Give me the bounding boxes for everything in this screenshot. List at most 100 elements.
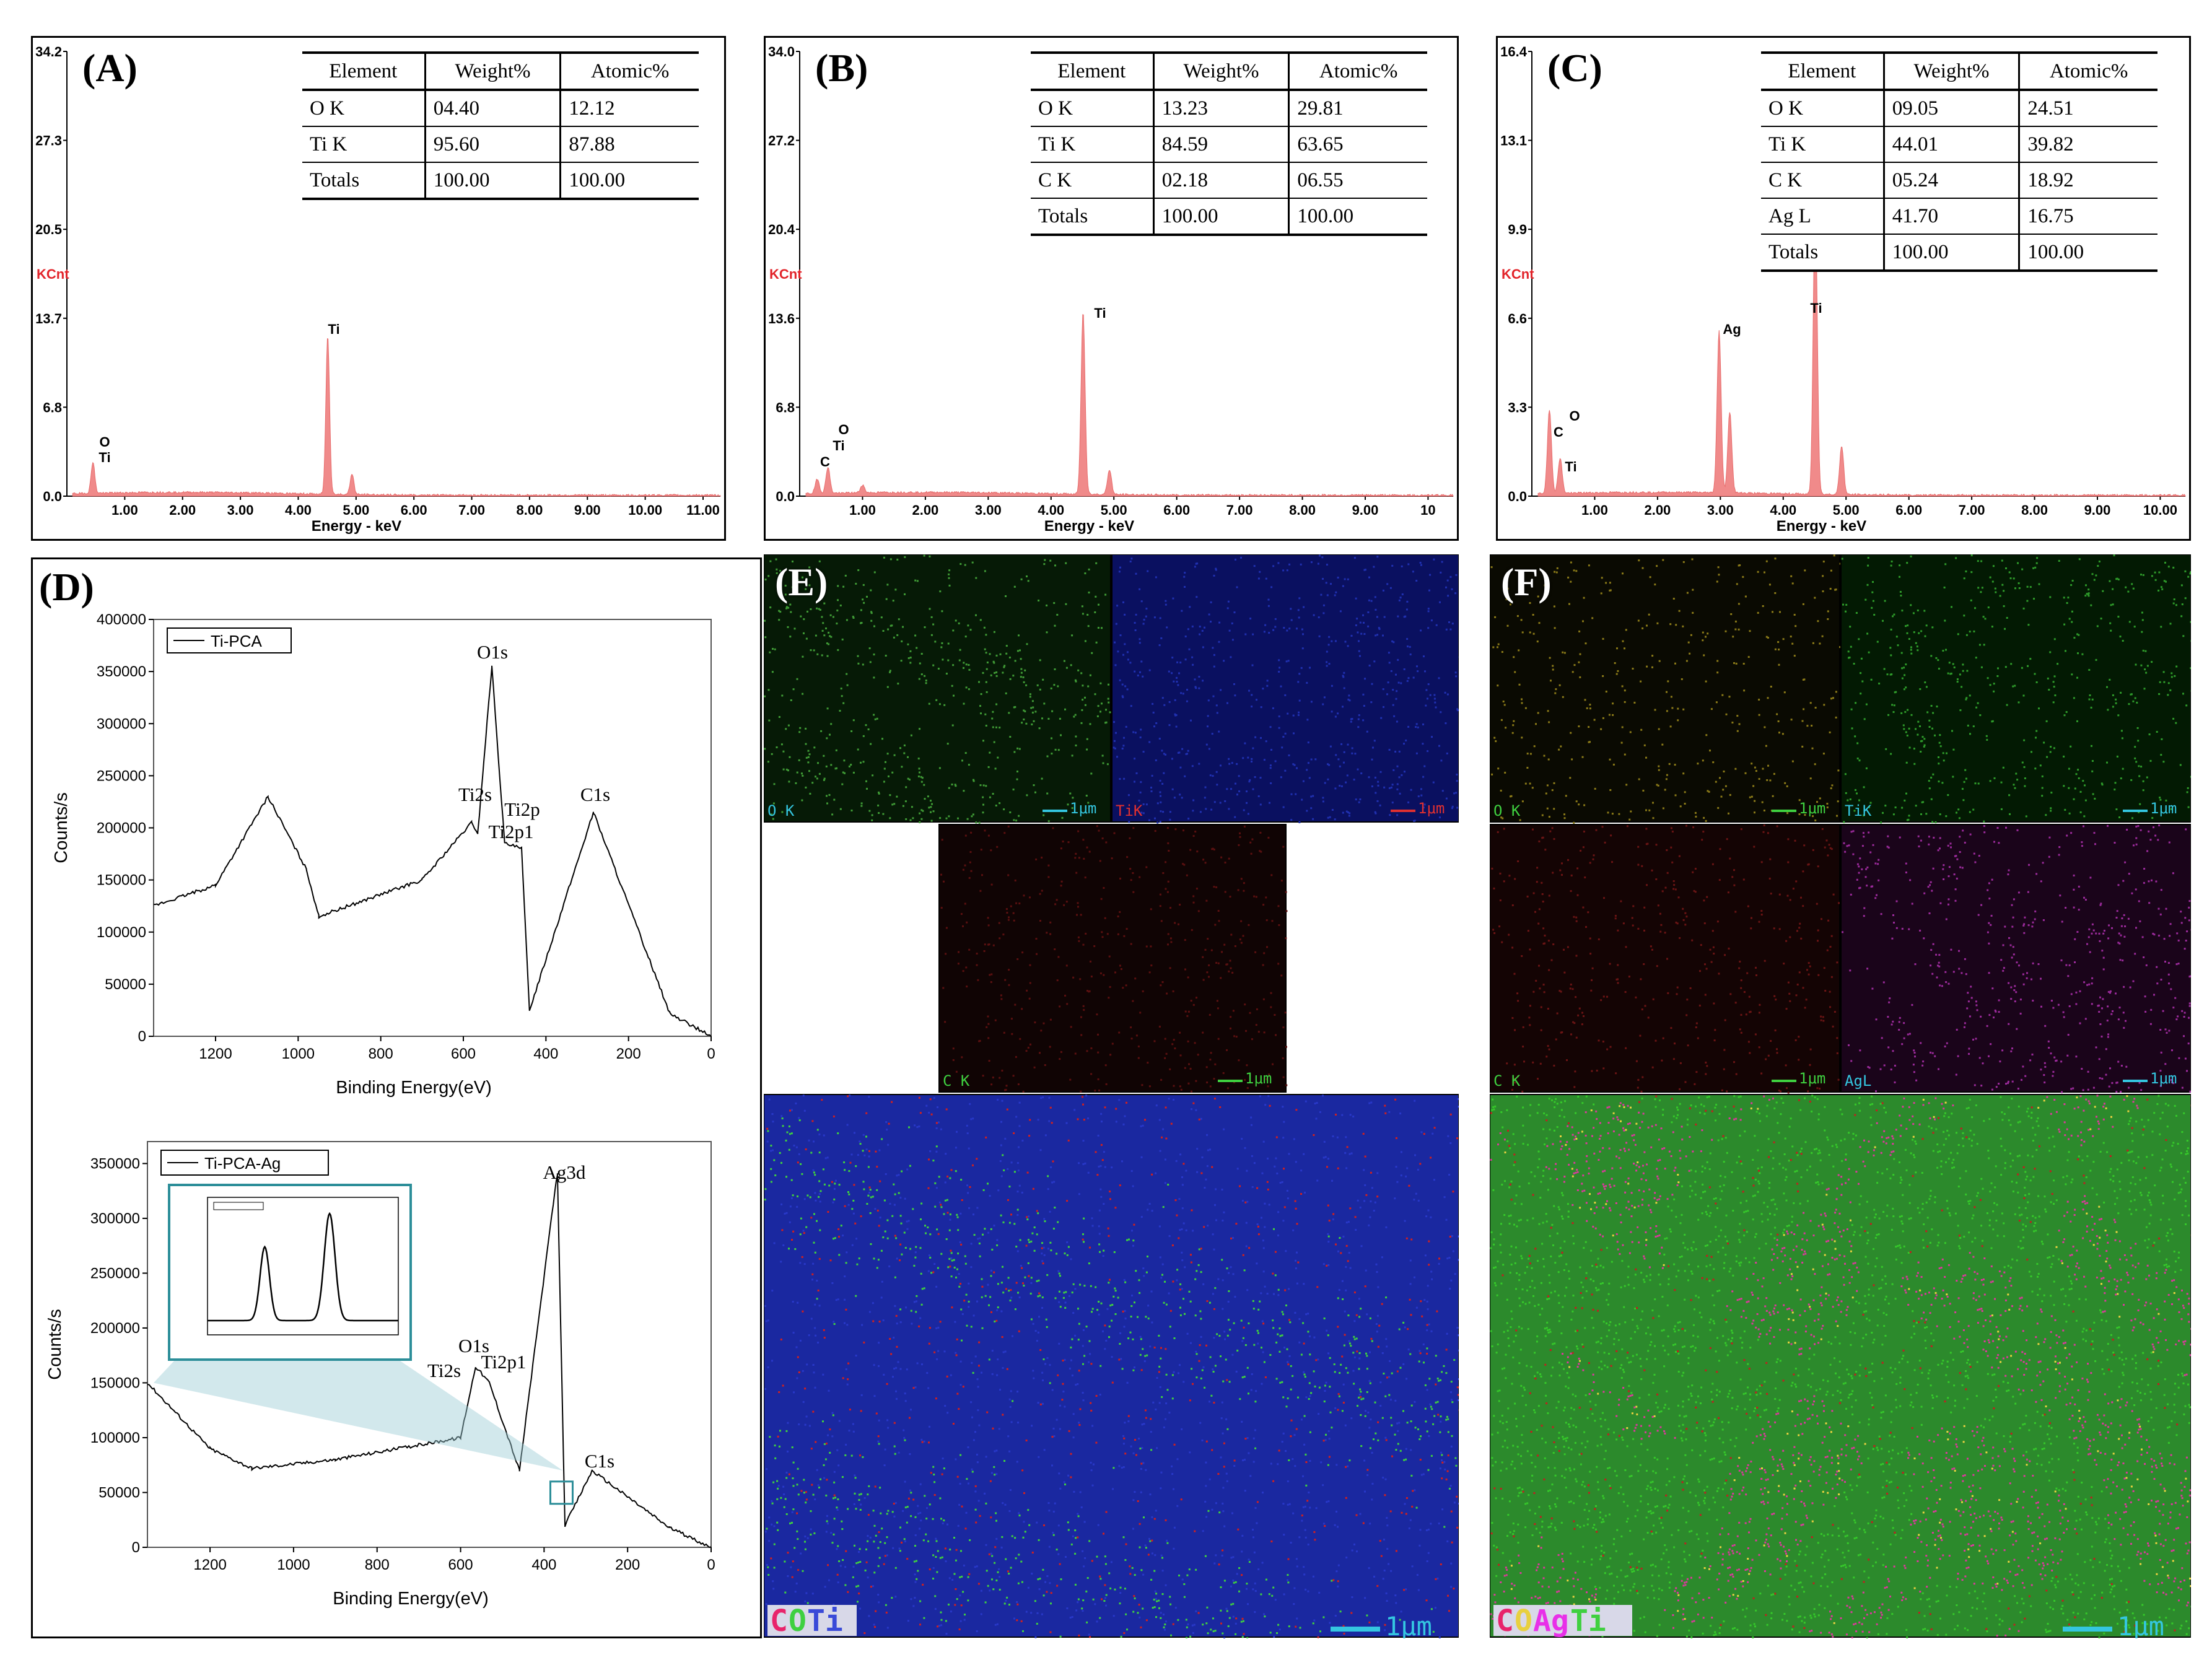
pixel — [1284, 694, 1287, 696]
pixel — [1034, 710, 1037, 713]
pixel — [942, 1522, 944, 1524]
pixel — [836, 1449, 839, 1451]
pixel — [850, 764, 852, 766]
pixel — [1143, 618, 1145, 621]
pixel — [1384, 1104, 1386, 1107]
panel-b: (B) 34.0 27.2 20.4 13.6 6.8 0.0 KCnt 1.00 2.00 3.… — [764, 36, 1459, 541]
pixel — [1156, 802, 1159, 805]
pixel — [990, 1472, 993, 1474]
pixel — [1078, 1322, 1080, 1325]
pixel — [1164, 1280, 1166, 1283]
pixel — [1013, 819, 1015, 821]
pixel — [1180, 1498, 1183, 1501]
pixel — [1298, 711, 1300, 714]
pixel — [764, 619, 766, 622]
table-row: O K 09.05 24.51 — [1761, 90, 2157, 127]
pixel — [820, 1478, 822, 1480]
pixel — [1194, 686, 1197, 688]
pixel — [1170, 1634, 1172, 1637]
pixel — [984, 648, 986, 650]
pixel — [799, 727, 802, 729]
pixel — [1104, 1106, 1106, 1109]
pixel — [1322, 797, 1324, 799]
pixel — [1379, 1381, 1382, 1384]
pixel — [1257, 1225, 1259, 1228]
pixel — [1085, 795, 1088, 797]
pixel — [1223, 660, 1225, 662]
pixel — [1026, 794, 1028, 797]
pixel — [1344, 1424, 1347, 1427]
pixel — [1246, 1087, 1249, 1089]
scale-label: 1μm — [1385, 1611, 1432, 1638]
pixel — [1080, 1016, 1082, 1018]
pixel — [1168, 724, 1171, 727]
pixel — [1290, 608, 1292, 610]
pixel — [1077, 830, 1080, 833]
pixel — [1041, 1307, 1043, 1309]
pixel — [1145, 1619, 1148, 1622]
pixel — [1109, 711, 1111, 714]
pixel — [1084, 876, 1086, 879]
pixel — [1388, 1563, 1390, 1565]
pixel — [1048, 1096, 1051, 1099]
pixel — [880, 616, 883, 619]
pixel — [1251, 838, 1254, 841]
pixel — [903, 1538, 906, 1540]
pixel — [1381, 1256, 1383, 1259]
pixel — [1207, 725, 1209, 728]
pixel — [807, 749, 810, 752]
pixel — [990, 1228, 992, 1230]
pixel — [1306, 1500, 1309, 1502]
pixel — [1270, 586, 1273, 588]
pixel — [1432, 1132, 1434, 1135]
pixel — [1123, 777, 1126, 780]
pixel — [937, 1106, 938, 1108]
pixel — [1021, 951, 1024, 954]
pixel — [886, 1129, 888, 1131]
pixel — [1158, 1119, 1161, 1121]
pixel — [870, 1586, 872, 1588]
pixel — [1453, 792, 1456, 795]
pixel — [1438, 1523, 1440, 1524]
pixel — [1405, 608, 1408, 611]
pixel — [1376, 1314, 1379, 1317]
pixel — [1725, 713, 1728, 715]
pixel — [1355, 597, 1357, 600]
x-tick-label: 7.00 — [1226, 502, 1253, 518]
pixel — [863, 1632, 866, 1634]
pixel — [1164, 1158, 1166, 1161]
pixel — [1059, 1275, 1061, 1277]
pixel — [775, 558, 777, 561]
pixel — [1023, 894, 1025, 897]
pixel — [1104, 1324, 1106, 1327]
pixel — [1037, 1119, 1039, 1121]
pixel — [1032, 1187, 1034, 1190]
pixel — [1267, 1085, 1269, 1088]
pixel — [1025, 1244, 1028, 1247]
pixel — [1440, 1420, 1442, 1423]
ag3d-inset — [168, 1184, 412, 1361]
pixel — [982, 796, 984, 798]
pixel — [889, 671, 891, 673]
pixel — [802, 1370, 804, 1372]
pixel — [952, 1423, 955, 1425]
pixel — [1272, 1327, 1275, 1329]
pixel — [1419, 1459, 1422, 1461]
pixel — [939, 817, 942, 819]
pixel — [1684, 803, 1686, 805]
pixel — [1200, 1248, 1202, 1250]
pixel — [914, 1386, 917, 1389]
x-tick-label: 3.00 — [227, 502, 254, 518]
pixel — [1345, 1367, 1347, 1370]
pixel — [1026, 989, 1028, 992]
pixel — [940, 1611, 942, 1614]
pixel — [792, 1560, 794, 1563]
pixel — [1347, 578, 1349, 580]
pixel — [797, 1301, 799, 1304]
pixel — [996, 1244, 999, 1246]
pixel — [1217, 1473, 1220, 1475]
pixel — [1282, 1220, 1285, 1222]
pixel — [1377, 1439, 1379, 1441]
pixel — [1309, 1506, 1311, 1509]
pixel — [1130, 1305, 1133, 1307]
